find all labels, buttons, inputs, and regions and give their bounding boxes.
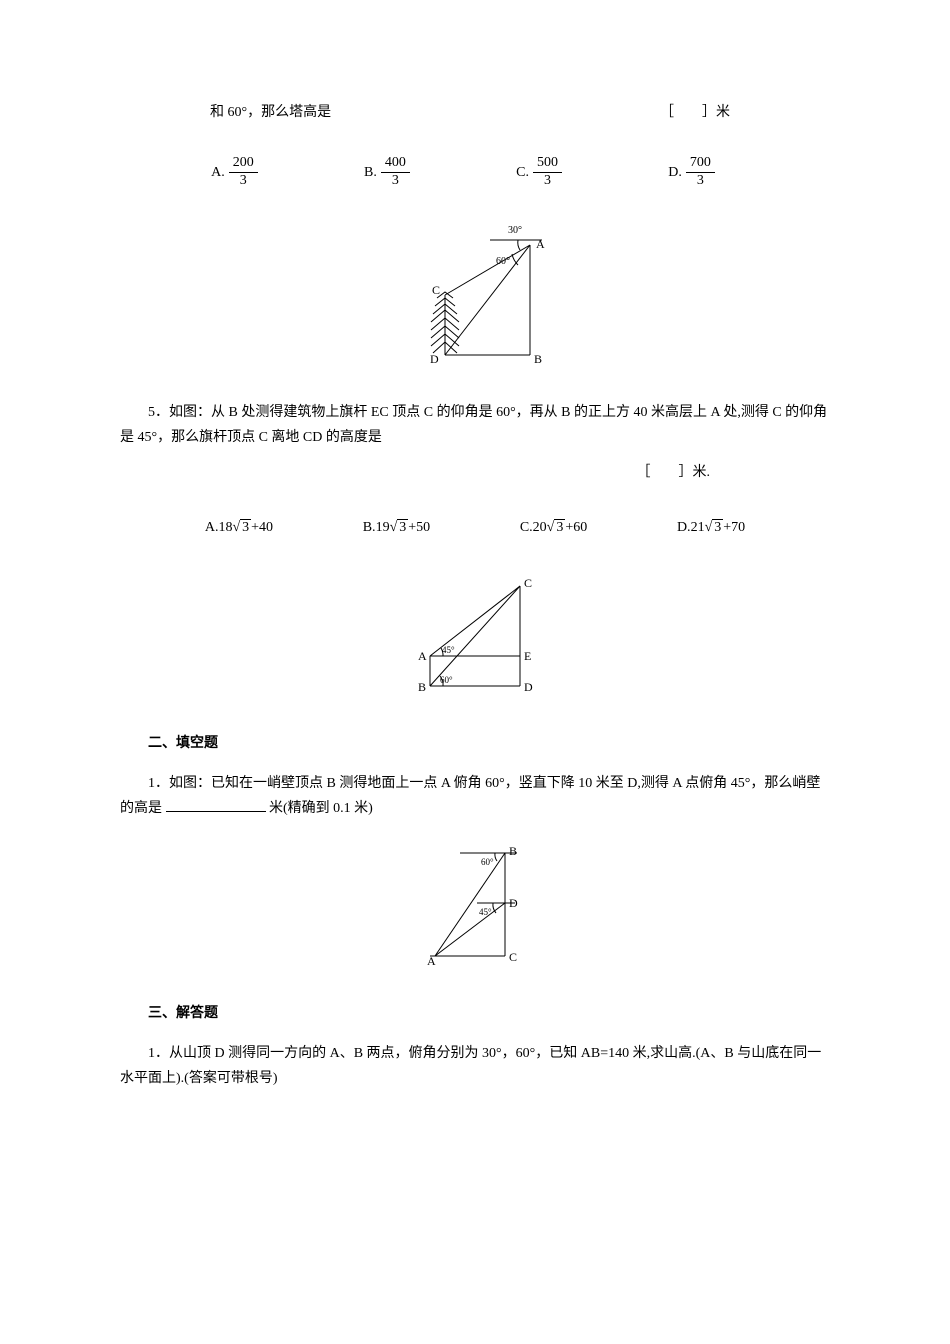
label-b: B — [534, 352, 542, 366]
option-label: B. — [364, 160, 377, 185]
angle-60: 60° — [440, 675, 453, 685]
label-b: B — [418, 680, 426, 694]
label-a: A — [427, 954, 436, 968]
label-c: C — [509, 950, 517, 964]
angle-45: 45° — [442, 645, 455, 655]
q4-tail-text: 和 60°，那么塔高是 — [210, 105, 331, 120]
q5-option-d: D. 213+70 — [677, 515, 745, 540]
q4-option-c: C. 500 3 — [516, 155, 566, 190]
fraction: 400 3 — [381, 155, 410, 190]
fraction: 700 3 — [686, 155, 715, 190]
angle-45: 45° — [479, 907, 492, 917]
q4-tail-line: 和 60°，那么塔高是 ［ ］米 — [120, 100, 830, 125]
section2-title: 二、填空题 — [120, 731, 830, 756]
label-b: B — [509, 844, 517, 858]
label-c: C — [524, 576, 532, 590]
fraction: 500 3 — [533, 155, 562, 190]
section3-title: 三、解答题 — [120, 1001, 830, 1026]
s2q1-text-after: 米(精确到 0.1 米) — [269, 801, 373, 816]
section2-figure: 60° 45° B D C A — [120, 841, 830, 971]
q4-option-b: B. 400 3 — [364, 155, 414, 190]
q4-figure: 30° 60° A B C D — [120, 220, 830, 370]
q5-option-b: B. 193+50 — [363, 515, 430, 540]
q5-bracket: ［ ］米. — [120, 460, 830, 485]
fraction: 200 3 — [229, 155, 258, 190]
angle-30: 30° — [508, 225, 522, 236]
q4-bracket: ［ ］米 — [660, 100, 730, 125]
q4-option-d: D. 700 3 — [668, 155, 719, 190]
q4-option-a: A. 200 3 — [211, 155, 262, 190]
q5-text: 5．如图：从 B 处测得建筑物上旗杆 EC 顶点 C 的仰角是 60°，再从 B… — [120, 400, 830, 450]
option-label: A. — [211, 160, 225, 185]
section2-q1: 1．如图：已知在一峭壁顶点 B 测得地面上一点 A 俯角 60°，竖直下降 10… — [120, 771, 830, 821]
label-a: A — [418, 649, 427, 663]
label-d: D — [430, 352, 439, 366]
label-d: D — [509, 896, 518, 910]
option-label: C. — [516, 160, 529, 185]
fill-blank — [166, 797, 266, 812]
q5-figure: 45° 60° A B C D E — [120, 571, 830, 701]
option-label: D. — [668, 160, 682, 185]
q5-option-a: A. 183+40 — [205, 515, 273, 540]
label-a: A — [536, 237, 545, 251]
label-d: D — [524, 680, 533, 694]
angle-60: 60° — [481, 857, 494, 867]
q4-options: A. 200 3 B. 400 3 C. 500 3 D. 700 3 — [120, 145, 830, 200]
label-e: E — [524, 649, 531, 663]
q5-option-c: C. 203+60 — [520, 515, 587, 540]
section3-q1: 1．从山顶 D 测得同一方向的 A、B 两点，俯角分别为 30°，60°，已知 … — [120, 1041, 830, 1091]
q5-options: A. 183+40 B. 193+50 C. 203+60 D. 213+70 — [120, 505, 830, 550]
document-page: 和 60°，那么塔高是 ［ ］米 A. 200 3 B. 400 3 C. 50… — [0, 0, 950, 1180]
angle-60: 60° — [496, 256, 510, 267]
label-c: C — [432, 283, 440, 297]
